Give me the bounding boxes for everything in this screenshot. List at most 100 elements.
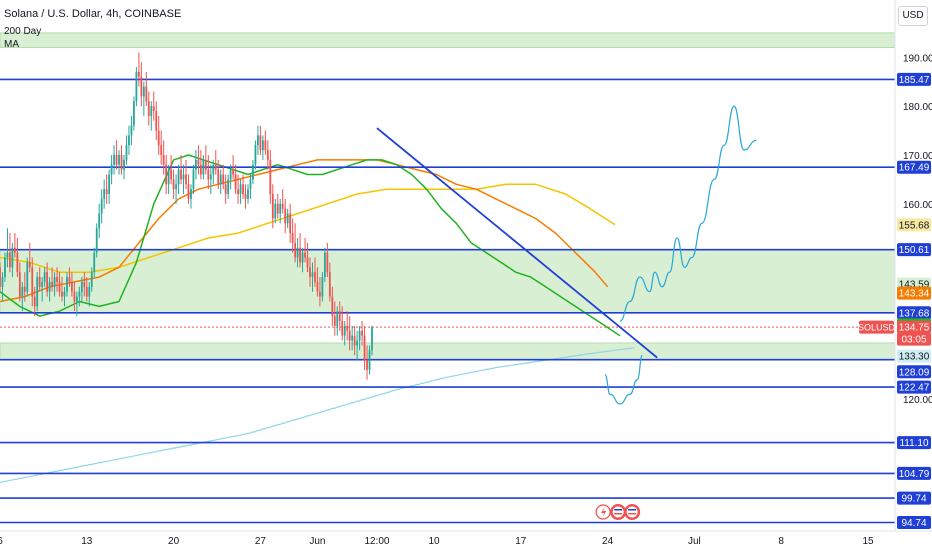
candle-body bbox=[361, 330, 363, 336]
time-tick-label: 10 bbox=[428, 536, 440, 547]
price-badge-label-8: 134.75 bbox=[899, 323, 930, 334]
price-badge-label-13: 111.10 bbox=[899, 438, 929, 449]
candle-body bbox=[11, 247, 14, 268]
price-badge-label-10: 133.30 bbox=[899, 352, 930, 363]
price-badge-label-14: 104.79 bbox=[899, 469, 930, 480]
currency-button[interactable]: USD bbox=[898, 6, 928, 26]
price-badge-15 bbox=[897, 491, 931, 505]
candle-body bbox=[1, 277, 4, 287]
candle-body bbox=[145, 86, 148, 102]
candle-body bbox=[289, 213, 292, 234]
candle-body bbox=[368, 350, 371, 370]
candle-body bbox=[321, 277, 324, 297]
candle-body bbox=[299, 247, 301, 263]
price-badge-label-12: 122.47 bbox=[899, 383, 930, 394]
candle-body bbox=[113, 154, 115, 165]
bolt-icon bbox=[601, 506, 607, 518]
candle-body bbox=[323, 252, 326, 278]
price-badge-label-3: 150.61 bbox=[899, 245, 930, 256]
candle-body bbox=[331, 296, 334, 317]
candle-body bbox=[314, 272, 316, 282]
us-flag-stripe2-0 bbox=[614, 513, 623, 515]
candle-body bbox=[0, 267, 1, 287]
candle-body bbox=[88, 286, 91, 297]
candle-body bbox=[249, 179, 252, 190]
candle-body bbox=[304, 252, 306, 258]
time-tick-label: 6 bbox=[0, 536, 3, 547]
candle-body bbox=[180, 169, 182, 180]
candle-body bbox=[41, 281, 44, 287]
plot-area bbox=[0, 32, 895, 524]
candle-body bbox=[224, 184, 227, 195]
ma-long-line bbox=[0, 183, 616, 273]
candle-body bbox=[274, 203, 277, 219]
price-badge-13 bbox=[897, 436, 931, 450]
candle-body bbox=[110, 164, 113, 175]
price-badge-8 bbox=[897, 320, 931, 334]
candle-body bbox=[135, 71, 138, 102]
candle-body bbox=[351, 335, 354, 341]
price-badge-2 bbox=[897, 218, 931, 232]
us-flag-stripe-1 bbox=[628, 509, 637, 511]
candle-body bbox=[6, 252, 9, 258]
candle-body bbox=[21, 286, 24, 297]
price-badge-label-9: 03:05 bbox=[901, 335, 926, 346]
candle-body bbox=[172, 179, 175, 190]
price-badge-1 bbox=[897, 160, 931, 174]
candle-body bbox=[160, 145, 163, 155]
price-badge-label-16: 94.74 bbox=[901, 518, 926, 529]
candle-body bbox=[157, 130, 160, 146]
candle-body bbox=[51, 281, 53, 287]
candle-body bbox=[9, 252, 11, 268]
trendline bbox=[376, 127, 658, 359]
candle-body bbox=[252, 164, 254, 180]
candle-body bbox=[120, 154, 123, 170]
time-tick-label: 12:00 bbox=[364, 536, 389, 547]
ma-mid-line bbox=[0, 159, 609, 303]
candle-body bbox=[232, 169, 235, 175]
candle-body bbox=[338, 311, 341, 322]
candle-body bbox=[239, 184, 242, 195]
candle-body bbox=[244, 194, 247, 199]
time-tick-label: 13 bbox=[81, 536, 93, 547]
candle-body bbox=[261, 140, 264, 151]
candle-body bbox=[100, 198, 103, 214]
candle-body bbox=[187, 184, 190, 199]
candle-body bbox=[16, 252, 19, 273]
time-tick-label: 24 bbox=[602, 536, 614, 547]
candle-body bbox=[264, 140, 267, 151]
candle-body bbox=[269, 159, 272, 195]
candle-body bbox=[237, 189, 239, 195]
candle-body bbox=[316, 281, 319, 292]
candle-body bbox=[90, 272, 93, 287]
price-tick-label: 170.00 bbox=[903, 151, 932, 162]
price-badge-label-2: 155.68 bbox=[899, 220, 930, 231]
price-badge-9 bbox=[897, 332, 931, 346]
candle-body bbox=[31, 267, 34, 297]
candle-body bbox=[105, 189, 108, 195]
time-tick-label: 17 bbox=[515, 536, 527, 547]
candle-body bbox=[286, 213, 289, 224]
candle-body bbox=[214, 164, 217, 170]
candle-body bbox=[95, 228, 98, 253]
candle-body bbox=[68, 277, 71, 282]
candle-body bbox=[73, 291, 76, 302]
candle-body bbox=[281, 203, 284, 209]
candle-body bbox=[152, 106, 155, 112]
candle-body bbox=[177, 169, 180, 185]
candle-body bbox=[227, 179, 230, 195]
price-badge-3 bbox=[897, 243, 931, 257]
candle-body bbox=[23, 286, 26, 292]
candle-body bbox=[229, 169, 232, 180]
price-badge-12 bbox=[897, 380, 931, 394]
zone-1 bbox=[0, 249, 895, 314]
candle-body bbox=[137, 71, 140, 77]
candle-body bbox=[217, 169, 220, 185]
candle-body bbox=[80, 281, 83, 292]
symbol-tag bbox=[859, 320, 894, 334]
ma-legend-line2: MA bbox=[4, 39, 19, 50]
candle-body bbox=[142, 86, 145, 97]
price-badge-0 bbox=[897, 72, 931, 86]
